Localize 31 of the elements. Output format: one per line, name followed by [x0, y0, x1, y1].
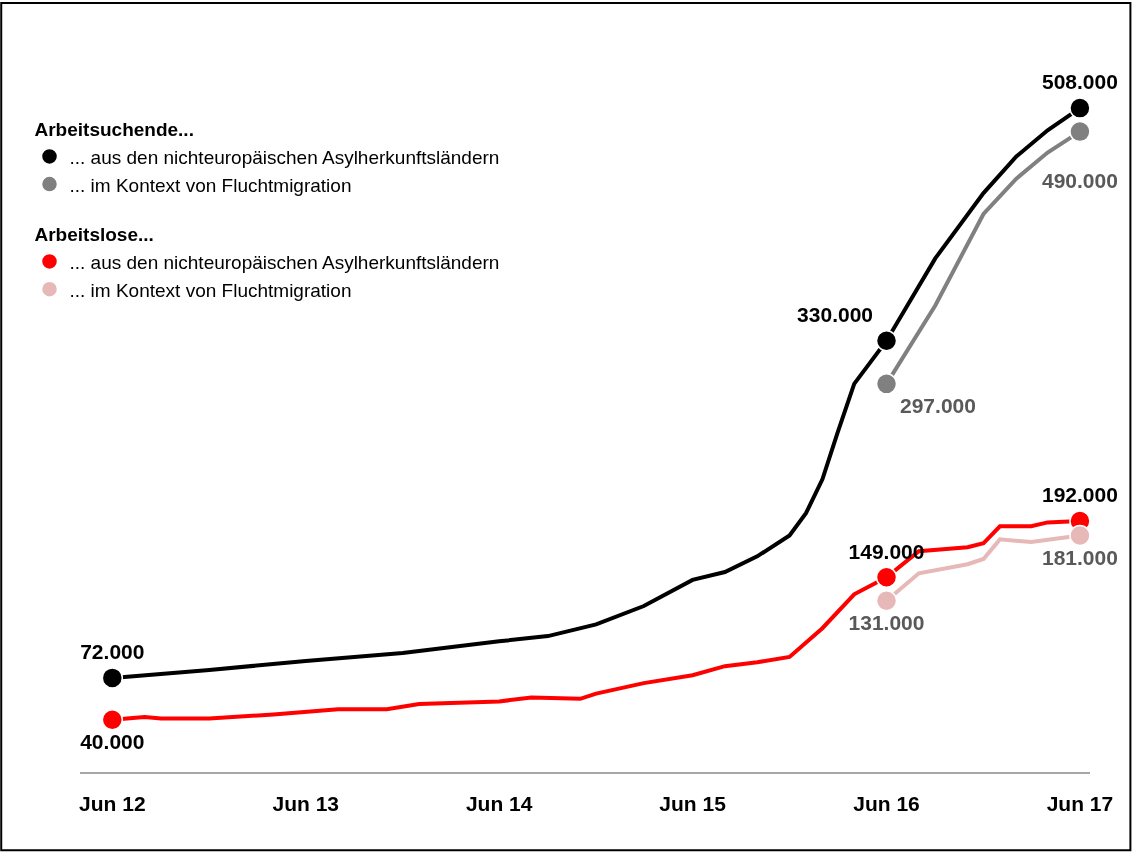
legend-label: ... aus den nichteuropäischen Asylherkunftsländern — [69, 146, 500, 168]
point — [1069, 97, 1091, 119]
data-label: 508.000 — [1041, 70, 1118, 94]
legend-label: ... aus den nichteuropäischen Asylherkunftsländern — [69, 251, 500, 273]
point — [875, 329, 898, 352]
data-label: 192.000 — [1041, 483, 1118, 507]
data-label: 330.000 — [797, 302, 874, 326]
point — [875, 566, 898, 589]
x-tick-label: Jun 16 — [853, 791, 920, 815]
data-label: 181.000 — [1041, 545, 1118, 569]
point — [1069, 120, 1091, 143]
point — [875, 590, 898, 612]
x-tick-label: Jun 17 — [1046, 791, 1114, 815]
data-label: 72.000 — [80, 640, 145, 664]
data-label: 149.000 — [848, 539, 925, 563]
data-label: 131.000 — [848, 611, 925, 635]
data-label: 40.000 — [80, 729, 145, 753]
legend-label: ... im Kontext von Fluchtmigration — [69, 174, 352, 196]
point — [1069, 524, 1091, 547]
data-label: 490.000 — [1041, 169, 1118, 193]
point — [101, 667, 124, 689]
x-tick-label: Jun 15 — [659, 791, 727, 815]
legend-label: ... im Kontext von Fluchtmigration — [69, 279, 352, 301]
point — [101, 708, 124, 731]
point — [875, 373, 898, 395]
data-label: 297.000 — [900, 394, 976, 418]
x-tick-label: Jun 13 — [272, 791, 340, 815]
x-tick-label: Jun 14 — [465, 791, 533, 815]
x-tick-label: Jun 12 — [79, 791, 146, 815]
annotation: Arbeitslose... — [34, 224, 154, 246]
annotation: Arbeitsuchende... — [34, 119, 194, 141]
